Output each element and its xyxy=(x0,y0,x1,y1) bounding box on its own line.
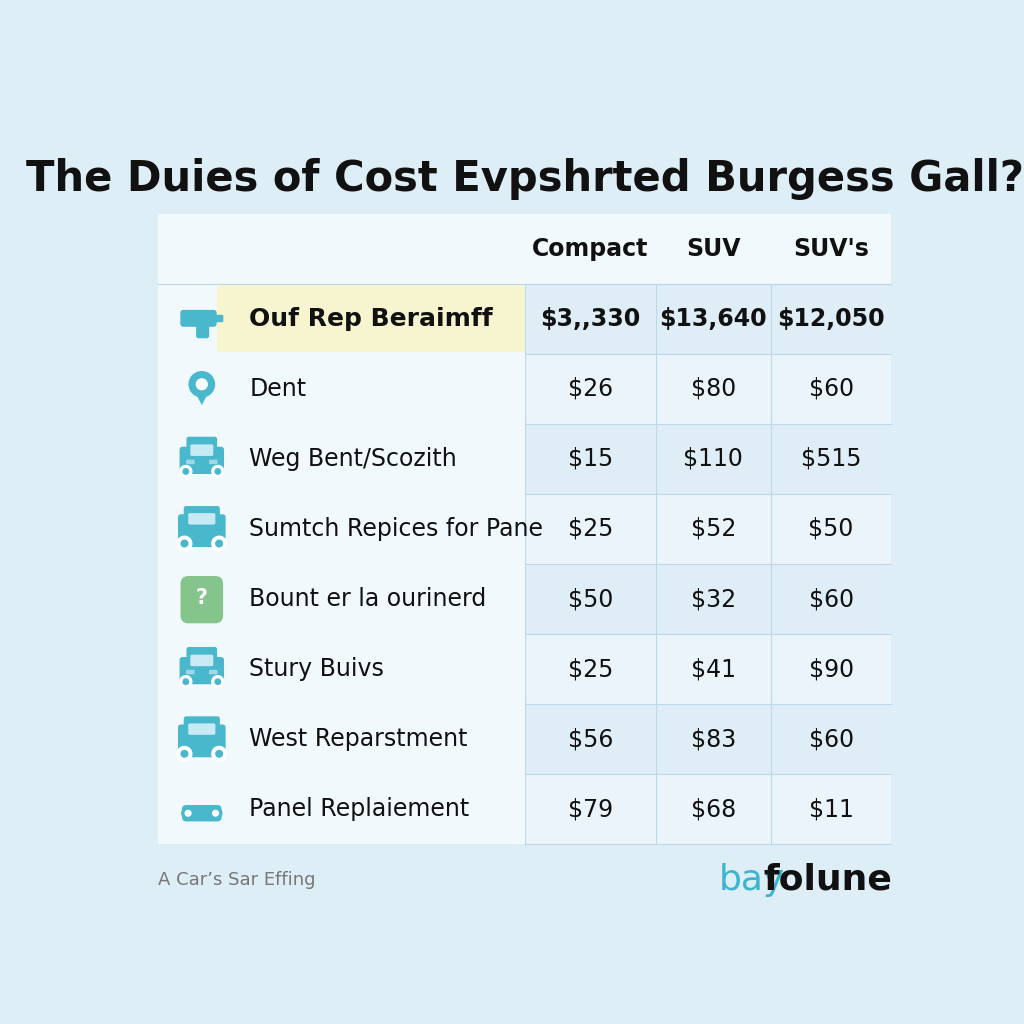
Circle shape xyxy=(177,537,191,551)
Circle shape xyxy=(215,679,220,684)
FancyBboxPatch shape xyxy=(524,705,892,774)
FancyBboxPatch shape xyxy=(180,577,223,624)
Circle shape xyxy=(189,372,214,397)
Polygon shape xyxy=(194,389,210,406)
Text: Stury Buivs: Stury Buivs xyxy=(250,657,384,681)
Text: $68: $68 xyxy=(690,798,736,821)
Polygon shape xyxy=(194,611,210,622)
Circle shape xyxy=(216,541,222,547)
Circle shape xyxy=(177,746,191,761)
Circle shape xyxy=(212,466,224,477)
FancyBboxPatch shape xyxy=(524,284,892,353)
Text: $110: $110 xyxy=(683,446,743,471)
FancyBboxPatch shape xyxy=(190,654,213,667)
Text: SUV: SUV xyxy=(686,237,740,260)
Text: Ouf Rep Beraimff: Ouf Rep Beraimff xyxy=(250,306,493,331)
Circle shape xyxy=(216,751,222,757)
FancyBboxPatch shape xyxy=(183,506,220,521)
Text: $11: $11 xyxy=(809,798,854,821)
Text: Compact: Compact xyxy=(532,237,648,260)
Text: Sumtch Repices for Pane: Sumtch Repices for Pane xyxy=(250,517,544,541)
Text: $80: $80 xyxy=(690,377,736,400)
FancyBboxPatch shape xyxy=(186,670,195,675)
FancyBboxPatch shape xyxy=(179,446,224,474)
FancyBboxPatch shape xyxy=(180,310,217,327)
Text: ?: ? xyxy=(196,589,208,608)
Text: Dent: Dent xyxy=(250,377,306,400)
Text: The Duies of Cost Evpshrted Burgess Gall?: The Duies of Cost Evpshrted Burgess Gall… xyxy=(26,159,1024,201)
FancyBboxPatch shape xyxy=(524,634,892,705)
Text: Bount er la ourinerd: Bount er la ourinerd xyxy=(250,587,486,611)
FancyBboxPatch shape xyxy=(524,564,892,634)
FancyBboxPatch shape xyxy=(209,460,217,464)
Circle shape xyxy=(197,379,207,390)
FancyBboxPatch shape xyxy=(524,774,892,845)
FancyBboxPatch shape xyxy=(190,444,213,456)
Circle shape xyxy=(215,469,220,474)
Circle shape xyxy=(181,751,187,757)
FancyBboxPatch shape xyxy=(186,460,195,464)
Circle shape xyxy=(180,466,191,477)
FancyBboxPatch shape xyxy=(182,805,221,821)
FancyBboxPatch shape xyxy=(179,657,224,684)
Text: A Car’s Sar Effing: A Car’s Sar Effing xyxy=(158,870,315,889)
Circle shape xyxy=(181,541,187,547)
FancyBboxPatch shape xyxy=(524,424,892,494)
Text: bay: bay xyxy=(719,863,785,897)
FancyBboxPatch shape xyxy=(178,514,225,547)
Circle shape xyxy=(213,810,218,816)
Circle shape xyxy=(212,537,226,551)
Text: $52: $52 xyxy=(690,517,736,541)
Text: $12,050: $12,050 xyxy=(777,306,885,331)
FancyBboxPatch shape xyxy=(524,494,892,564)
FancyBboxPatch shape xyxy=(209,670,217,675)
Text: $13,640: $13,640 xyxy=(659,306,767,331)
FancyBboxPatch shape xyxy=(183,717,220,731)
FancyBboxPatch shape xyxy=(217,286,525,352)
Circle shape xyxy=(212,746,226,761)
Text: Weg Bent/Scozith: Weg Bent/Scozith xyxy=(250,446,457,471)
FancyBboxPatch shape xyxy=(211,314,223,323)
Text: Panel Replaiement: Panel Replaiement xyxy=(250,798,470,821)
Text: $60: $60 xyxy=(809,727,854,752)
Text: SUV's: SUV's xyxy=(794,237,869,260)
FancyBboxPatch shape xyxy=(186,647,217,664)
Text: $515: $515 xyxy=(801,446,861,471)
Text: $60: $60 xyxy=(809,587,854,611)
Text: West Reparstment: West Reparstment xyxy=(250,727,468,752)
Text: $15: $15 xyxy=(567,446,613,471)
Text: $56: $56 xyxy=(567,727,613,752)
Text: $25: $25 xyxy=(567,657,613,681)
FancyBboxPatch shape xyxy=(196,321,209,338)
Text: $26: $26 xyxy=(567,377,612,400)
Text: $25: $25 xyxy=(567,517,613,541)
Circle shape xyxy=(182,807,195,819)
Text: folune: folune xyxy=(763,863,892,897)
FancyBboxPatch shape xyxy=(178,724,225,758)
Circle shape xyxy=(212,676,224,688)
Text: $60: $60 xyxy=(809,377,854,400)
Text: $79: $79 xyxy=(567,798,612,821)
Text: $50: $50 xyxy=(808,517,854,541)
FancyBboxPatch shape xyxy=(188,513,215,524)
Circle shape xyxy=(185,810,190,816)
Circle shape xyxy=(180,676,191,688)
FancyBboxPatch shape xyxy=(158,214,892,845)
Text: $41: $41 xyxy=(691,657,736,681)
FancyBboxPatch shape xyxy=(188,723,215,735)
Circle shape xyxy=(209,807,222,819)
Text: $50: $50 xyxy=(567,587,613,611)
FancyBboxPatch shape xyxy=(186,436,217,453)
Text: $90: $90 xyxy=(809,657,854,681)
Circle shape xyxy=(183,679,188,684)
Text: $32: $32 xyxy=(691,587,736,611)
FancyBboxPatch shape xyxy=(524,353,892,424)
Circle shape xyxy=(183,469,188,474)
Text: $83: $83 xyxy=(690,727,736,752)
Text: $3,,330: $3,,330 xyxy=(540,306,640,331)
